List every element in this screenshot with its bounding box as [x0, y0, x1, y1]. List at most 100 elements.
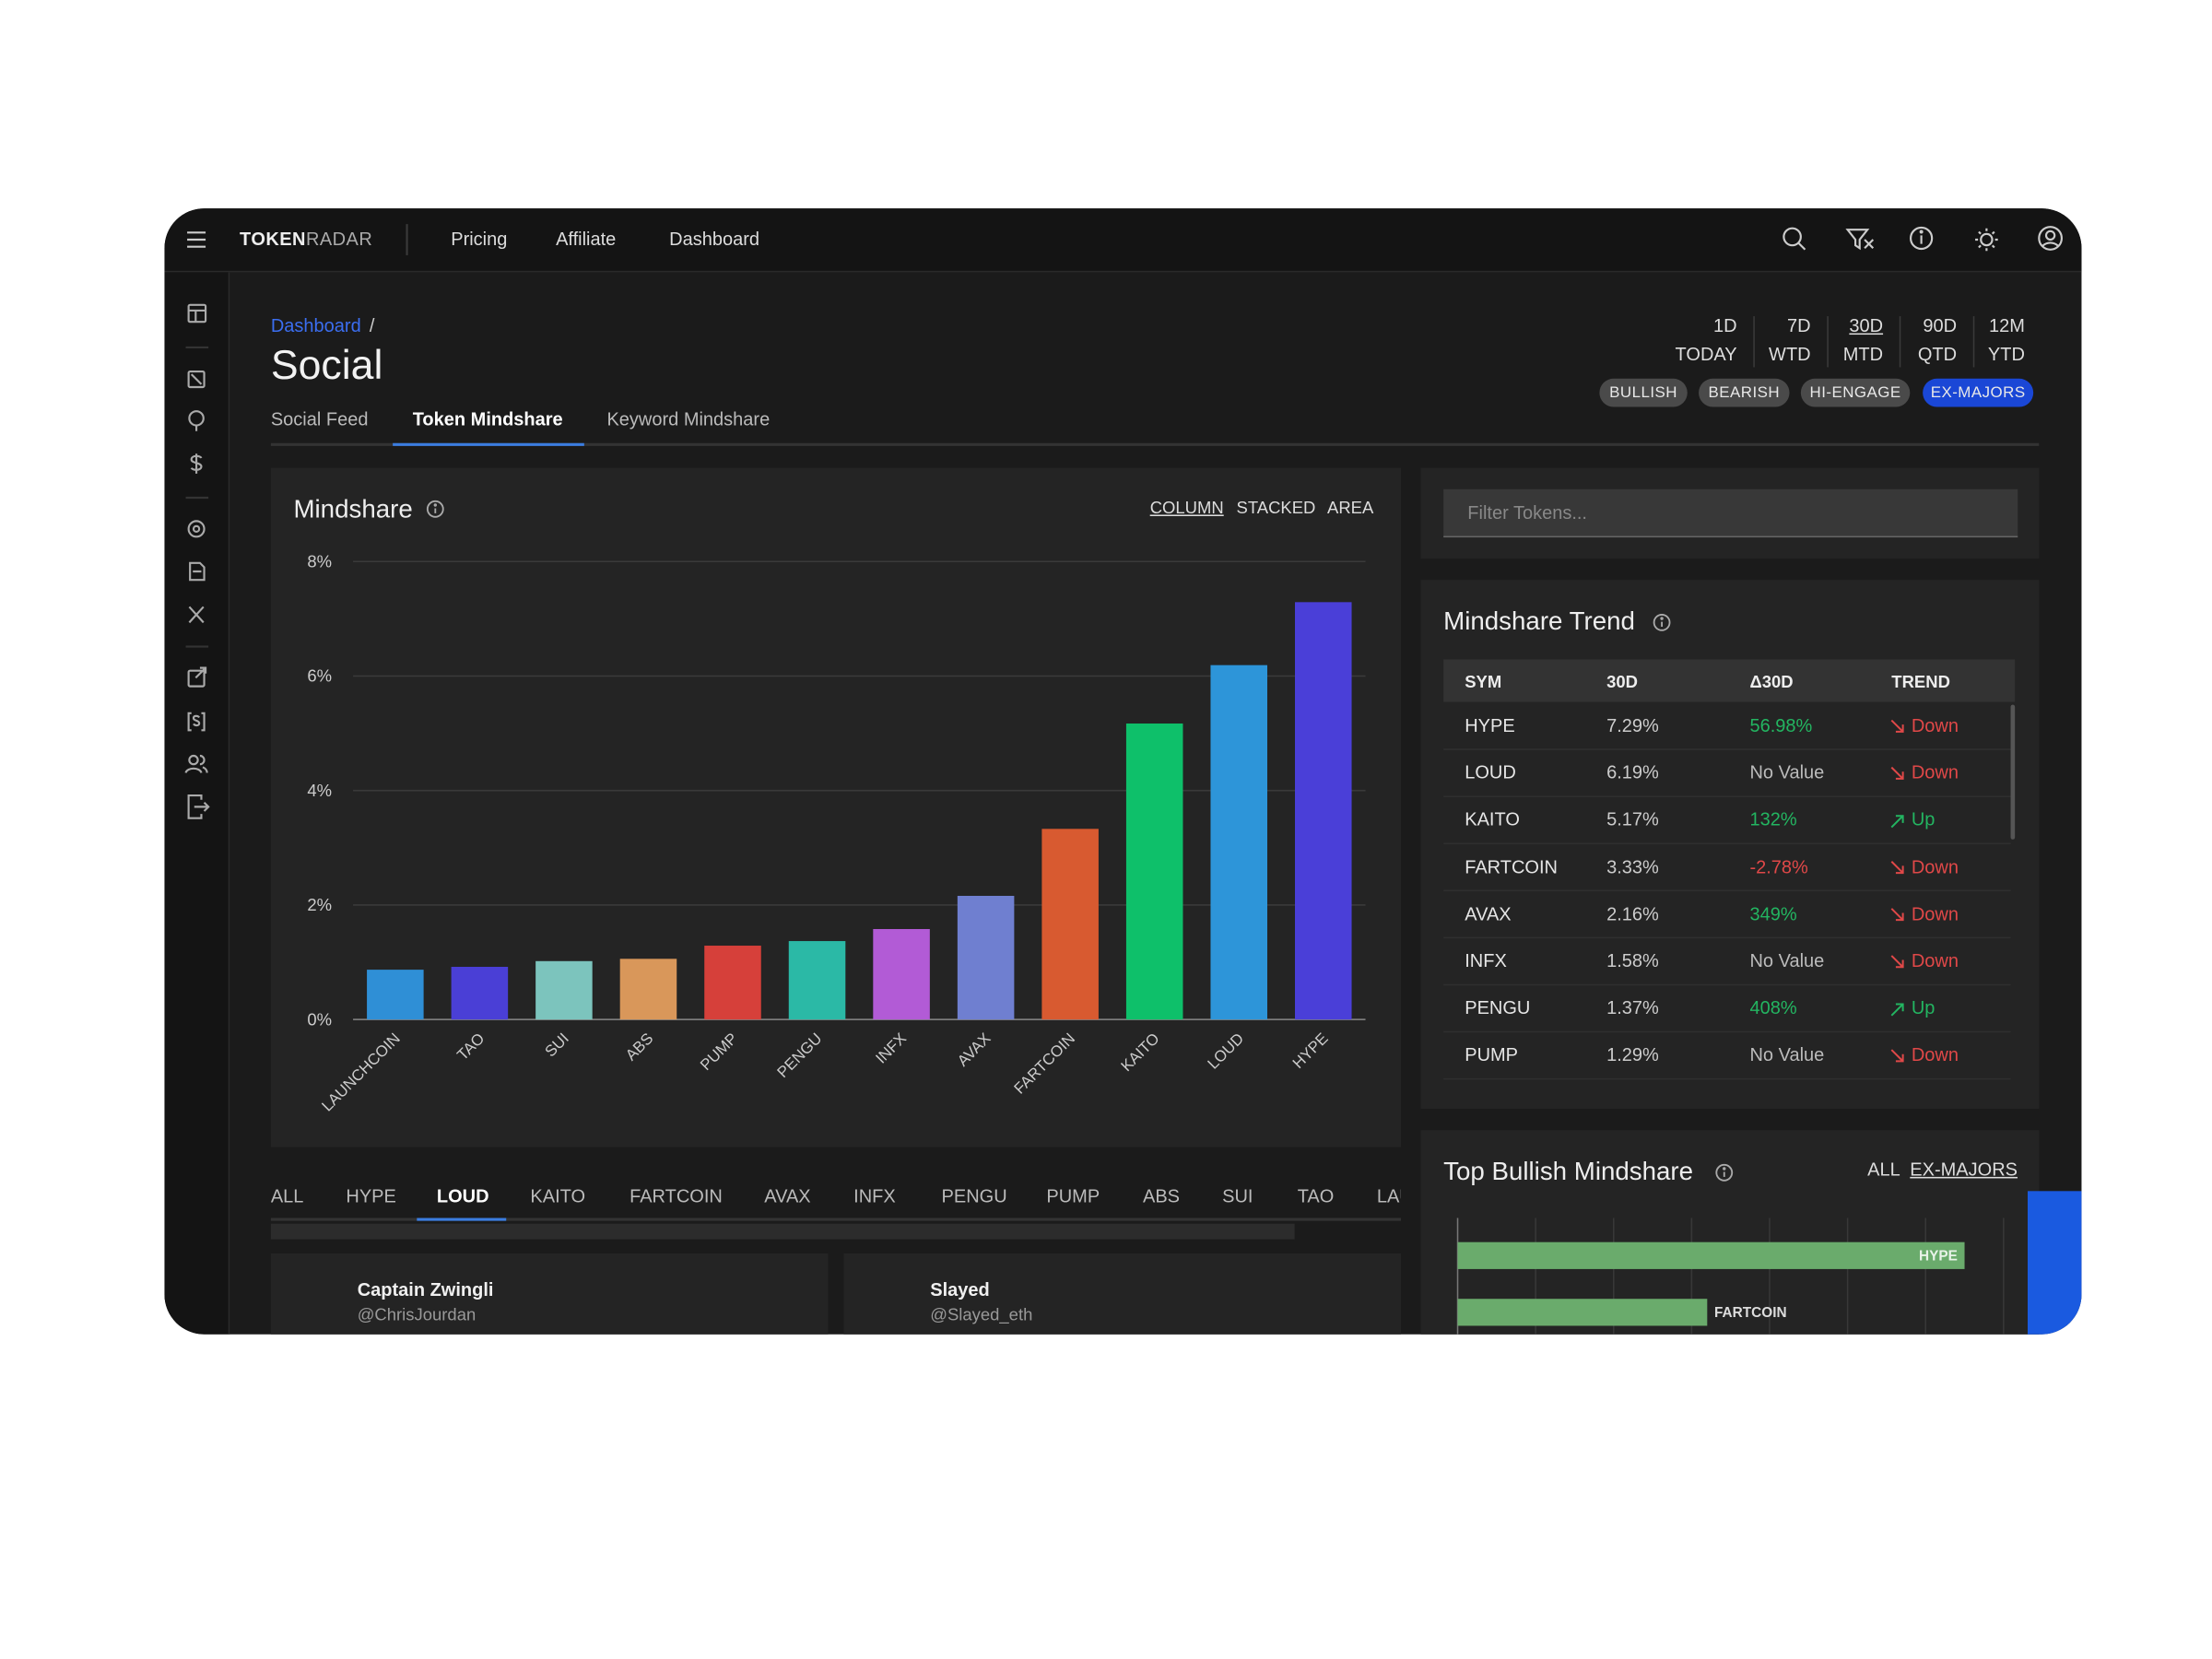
sidebar-icons[interactable]: [184, 303, 210, 819]
symbol-cell: PUMP: [1465, 1043, 1519, 1065]
symbol-cell: HYPE: [1465, 714, 1515, 736]
filter-pill[interactable]: BEARISH: [1699, 378, 1790, 407]
token-tab[interactable]: KAITO: [530, 1185, 586, 1207]
symbol-cell: INFX: [1465, 949, 1507, 971]
token-tab[interactable]: LOUD: [436, 1185, 489, 1207]
post-name[interactable]: Captain Zwingli: [357, 1278, 494, 1300]
value-cell: 7.29%: [1606, 714, 1659, 736]
panel-title-row: Mindshare Trend: [1443, 604, 1635, 638]
filter-icon[interactable]: [1845, 229, 1875, 251]
symbol-cell: FARTCOIN: [1465, 855, 1558, 877]
trend-cell: Down: [1911, 714, 1959, 736]
value-cell: 1.58%: [1606, 949, 1659, 971]
nav-link[interactable]: Affiliate: [556, 228, 617, 250]
period-sub[interactable]: YTD: [1987, 343, 2025, 365]
theme-icon[interactable]: [1975, 228, 1998, 252]
trend-cell: Down: [1911, 855, 1959, 877]
column-header[interactable]: TREND: [1891, 672, 1950, 692]
period-sub[interactable]: QTD: [1917, 343, 1958, 365]
breadcrumb: Dashboard /: [271, 313, 375, 339]
change-cell: No Value: [1749, 949, 1825, 971]
token-tab[interactable]: ABS: [1142, 1185, 1181, 1207]
period-sub[interactable]: TODAY: [1675, 343, 1737, 365]
post-card[interactable]: [270, 1253, 829, 1335]
app-window: 0% 2% 4% 6% 8% LAUNCHCOIN TAO SUI ABS PUMP PENGU IN…: [164, 208, 2082, 1335]
chart-mode[interactable]: STACKED: [1236, 497, 1316, 518]
period-label[interactable]: 30D: [1849, 314, 1884, 336]
change-cell: 56.98%: [1749, 714, 1813, 736]
brand[interactable]: TOKENRADAR: [240, 227, 372, 253]
tab[interactable]: Social Feed: [270, 408, 369, 430]
filter-input[interactable]: [1443, 488, 2018, 538]
column-header[interactable]: 30D: [1606, 672, 1638, 692]
change-cell: 132%: [1749, 808, 1797, 830]
breadcrumb-link[interactable]: Dashboard: [270, 314, 361, 336]
period-sub[interactable]: MTD: [1842, 343, 1884, 365]
value-cell: 6.19%: [1606, 761, 1659, 783]
menu-icon[interactable]: [187, 231, 206, 248]
change-cell: 349%: [1749, 902, 1797, 924]
token-tab[interactable]: SUI: [1222, 1185, 1253, 1207]
chart-mode[interactable]: ALL: [1867, 1158, 1900, 1180]
sidebar: [164, 272, 230, 1335]
nav-icons: [184, 224, 2063, 819]
token-tab[interactable]: INFX: [853, 1185, 896, 1207]
filter-pill[interactable]: BULLISH: [1599, 378, 1688, 407]
trend-cell: Down: [1911, 1043, 1959, 1065]
token-tab[interactable]: LAUNCHCOIN: [1376, 1185, 1401, 1207]
value-cell: 5.17%: [1606, 808, 1659, 830]
token-tabs: ALL HYPE LOUD KAITO FARTCOIN AVAX INFX PENGU PUM…: [271, 1180, 1401, 1217]
token-tab[interactable]: PUMP: [1046, 1185, 1100, 1207]
change-cell: 408%: [1749, 996, 1797, 1018]
filter-pill[interactable]: EX-MAJORS: [1923, 378, 2034, 407]
symbol-cell: KAITO: [1465, 808, 1520, 830]
trend-cell: Up: [1911, 808, 1936, 830]
column-header[interactable]: SYM: [1465, 672, 1502, 692]
chart-mode[interactable]: AREA: [1326, 497, 1374, 518]
token-tab[interactable]: HYPE: [346, 1185, 396, 1207]
tab[interactable]: Token Mindshare: [412, 408, 563, 430]
nav-link[interactable]: Dashboard: [669, 228, 760, 250]
period-label[interactable]: 90D: [1923, 314, 1958, 336]
nav-link[interactable]: Pricing: [451, 228, 508, 250]
filter-pill[interactable]: HI-ENGAGE: [1800, 378, 1911, 407]
chart-mode[interactable]: EX-MAJORS: [1910, 1158, 2018, 1180]
symbol-cell: LOUD: [1465, 761, 1516, 783]
period-label[interactable]: 7D: [1787, 314, 1811, 336]
chart-mode[interactable]: COLUMN: [1149, 497, 1224, 518]
value-cell: 2.16%: [1606, 902, 1659, 924]
info-icon[interactable]: [1909, 226, 1934, 251]
token-tab[interactable]: PENGU: [941, 1185, 1007, 1207]
trend-cell: Up: [1911, 996, 1936, 1018]
token-tab[interactable]: ALL: [270, 1185, 304, 1207]
tab[interactable]: Keyword Mindshare: [606, 408, 771, 430]
period-label[interactable]: 1D: [1713, 314, 1737, 336]
account-icon[interactable]: [2038, 226, 2063, 251]
token-tab[interactable]: AVAX: [764, 1185, 811, 1207]
post-name[interactable]: Slayed: [930, 1278, 990, 1300]
panel-title-row: Top Bullish Mindshare: [1443, 1154, 1693, 1188]
panel-title: Mindshare Trend: [1443, 606, 1635, 636]
feedback-tab[interactable]: [2027, 1191, 2082, 1335]
scrollbar: [270, 1223, 1295, 1240]
panel-title-row: Mindshare: [293, 492, 412, 526]
period-sub[interactable]: WTD: [1769, 343, 1811, 365]
change-cell: -2.78%: [1749, 855, 1808, 877]
top-bar: [164, 208, 2082, 273]
token-tab[interactable]: FARTCOIN: [629, 1185, 723, 1207]
value-cell: 3.33%: [1606, 855, 1659, 877]
filter-placeholder: Filter Tokens...: [1467, 501, 1587, 524]
search-icon[interactable]: [1783, 227, 1806, 251]
post-name-row: Captain Zwingli: [358, 1277, 494, 1303]
column-header[interactable]: Δ30D: [1749, 672, 1794, 692]
token-tab[interactable]: TAO: [1297, 1185, 1335, 1207]
symbol-cell: PENGU: [1465, 996, 1531, 1018]
value-cell: 1.37%: [1606, 996, 1659, 1018]
value-cell: 1.29%: [1606, 1043, 1659, 1065]
change-cell: No Value: [1749, 761, 1825, 783]
period-label[interactable]: 12M: [1989, 314, 2025, 336]
post-card[interactable]: [843, 1253, 1401, 1335]
breadcrumb-separator: /: [369, 314, 375, 336]
